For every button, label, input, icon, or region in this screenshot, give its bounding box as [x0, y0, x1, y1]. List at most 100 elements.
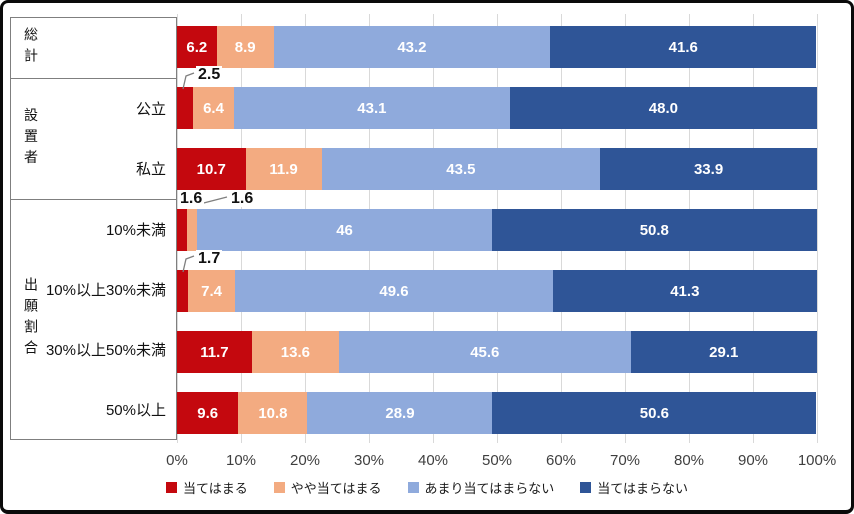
bar-segment-series-3: 45.6 [338, 331, 631, 373]
bar-row: 7.4 49.6 41.3 [177, 270, 817, 312]
x-axis-tick-label: 90% [737, 452, 769, 469]
bar-segment-series-3: 43.1 [234, 87, 510, 129]
category-label: 私立 [135, 161, 166, 179]
legend-swatch [580, 481, 592, 493]
bar-segment-series-1: 11.7 [177, 331, 252, 373]
bar-value-label: 50.8 [639, 221, 669, 239]
legend-item: 当てはまる [166, 478, 248, 497]
category-label: 公立 [135, 101, 166, 119]
bar-value-label: 46 [336, 221, 353, 239]
bar-row: 9.6 10.8 28.9 50.6 [177, 392, 817, 434]
bar-value-label: 45.6 [470, 343, 500, 361]
category-rows: 公立 私立 [11, 79, 176, 199]
bar-value-label: 43.2 [397, 38, 427, 56]
bar-row: 46 50.8 [177, 209, 817, 251]
bar-segment-series-2: 8.9 [216, 26, 274, 68]
x-axis: 0% 10% 20% 30% 40% 50% 60% 70% 80% 90% 100% [166, 452, 836, 470]
plot-area: 6.2 8.9 43.2 41.6 6.4 43.1 48.0 10.7 11.9 43.5 33.… [177, 14, 818, 443]
x-axis-tick-label: 60% [545, 452, 577, 469]
callout-value-label: 2.5 [196, 66, 223, 83]
bar-segment-series-3: 43.5 [321, 148, 601, 190]
category-group-label: 総計 [23, 26, 39, 69]
legend-swatch [166, 481, 177, 493]
bar-row: 11.7 13.6 45.6 29.1 [177, 331, 817, 373]
x-axis-tick-label: 20% [289, 452, 321, 469]
bar-segment-series-1 [177, 209, 188, 251]
legend-label: やや当てはまる [290, 480, 382, 496]
bar-value-label: 41.6 [668, 38, 698, 56]
category-label: 10%未満 [105, 222, 166, 239]
bar-value-label: 6.2 [186, 38, 208, 56]
legend-label: 当てはまらない [597, 480, 688, 496]
bar-value-label: 50.6 [639, 404, 669, 422]
bar-value-label: 43.5 [446, 160, 476, 178]
bar-row: 10.7 11.9 43.5 33.9 [177, 148, 818, 190]
category-label: 10%以上30%未満 [45, 281, 166, 299]
category-group-label: 設置者 [23, 107, 39, 171]
bar-value-label: 41.3 [670, 282, 700, 300]
bar-segment-series-4: 41.3 [552, 270, 817, 312]
callout-value-label: 1.6 [178, 190, 205, 207]
legend-item: やや当てはまる [273, 478, 382, 497]
category-group-label: 出願割合 [23, 277, 39, 362]
bar-segment-series-3: 49.6 [235, 270, 553, 312]
bar-segment-series-1: 9.6 [177, 392, 239, 434]
bar-value-label: 8.9 [234, 38, 256, 56]
legend-item: 当てはまらない [580, 478, 688, 497]
bar-value-label: 48.0 [648, 99, 678, 117]
bar-value-label: 43.1 [357, 99, 387, 117]
x-axis-tick-label: 50% [481, 452, 513, 469]
bar-value-label: 29.1 [709, 343, 739, 361]
bar-segment-series-2: 7.4 [187, 270, 236, 312]
x-axis-tick-label: 100% [797, 452, 837, 469]
bar-segment-series-4: 50.8 [491, 209, 817, 251]
bar-row: 6.2 8.9 43.2 41.6 [177, 26, 817, 68]
x-axis-tick-label: 10% [225, 452, 257, 469]
bar-segment-series-1: 6.2 [177, 26, 217, 68]
legend-swatch [273, 481, 285, 493]
x-axis-tick-label: 0% [166, 452, 188, 469]
x-axis-tick-label: 40% [417, 452, 449, 469]
bar-value-label: 28.9 [385, 404, 415, 422]
gridline [817, 14, 818, 443]
bar-segment-series-2 [187, 209, 198, 251]
bar-value-label: 7.4 [201, 282, 223, 300]
bar-value-label: 33.9 [693, 160, 724, 178]
legend-item: あまり当てはまらない [407, 478, 555, 497]
category-group-section: 出願割合 10%未満 10%以上30%未満 30%以上50%未満 50%以上 [11, 198, 176, 439]
bar-segment-series-4: 50.6 [492, 392, 817, 434]
bar-segment-series-3: 28.9 [307, 392, 493, 434]
x-axis-tick-label: 30% [353, 452, 385, 469]
legend-swatch [407, 481, 419, 493]
bar-row: 6.4 43.1 48.0 [177, 87, 817, 129]
bar-segment-series-4: 48.0 [509, 87, 817, 129]
legend: 当てはまる やや当てはまる あまり当てはまらない 当てはまらない [3, 477, 851, 497]
bar-value-label: 6.4 [203, 99, 224, 117]
bar-segment-series-1 [177, 87, 193, 129]
bar-segment-series-2: 13.6 [251, 331, 339, 373]
bar-value-label: 13.6 [280, 343, 310, 361]
bar-value-label: 10.8 [258, 404, 288, 422]
bar-segment-series-4: 29.1 [630, 331, 817, 373]
callout-value-label: 1.7 [196, 250, 223, 267]
x-axis-tick-label: 80% [673, 452, 705, 469]
bar-value-label: 49.6 [379, 282, 409, 300]
bar-value-label: 9.6 [197, 404, 219, 422]
category-label: 30%以上50%未満 [45, 341, 166, 359]
bar-segment-series-1: 10.7 [177, 148, 246, 190]
category-label-panel: 総計 設置者 公立 私立 出願割合 10%未満 10%以上30%未満 30%以上50%未満 50… [10, 17, 177, 440]
bar-segment-series-2: 6.4 [193, 87, 234, 129]
bar-segment-series-3: 46 [197, 209, 492, 251]
callout-value-label: 1.6 [229, 190, 256, 207]
category-rows: 10%未満 10%以上30%未満 30%以上50%未満 50%以上 [11, 200, 176, 439]
legend-label: あまり当てはまらない [424, 480, 555, 496]
bar-segment-series-1 [177, 270, 188, 312]
x-axis-tick-label: 70% [609, 452, 641, 469]
legend-label: 当てはまる [183, 480, 248, 496]
bar-segment-series-4: 41.6 [550, 26, 817, 68]
bar-value-label: 11.9 [269, 160, 298, 178]
bar-value-label: 10.7 [196, 160, 226, 178]
category-group-section: 総計 [11, 18, 176, 78]
bar-segment-series-2: 11.9 [245, 148, 322, 190]
